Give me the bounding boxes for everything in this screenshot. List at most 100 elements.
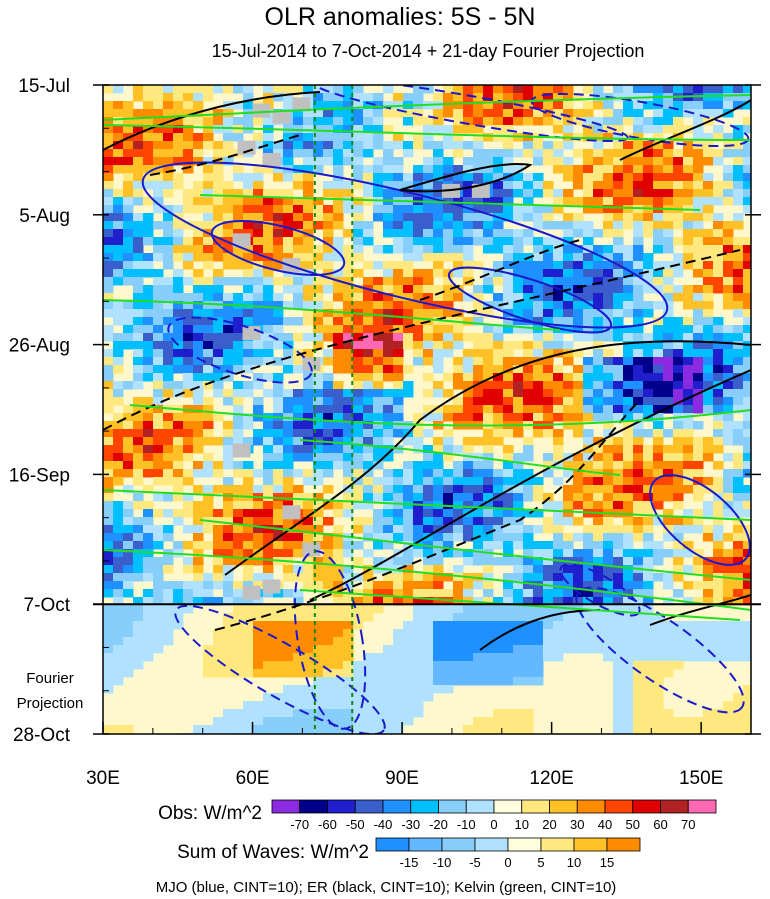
wave-cell	[373, 725, 384, 734]
wave-cell	[583, 645, 594, 654]
obs-cell	[593, 493, 604, 502]
obs-cell	[333, 197, 344, 206]
obs-cell	[263, 445, 274, 454]
obs-cell	[523, 381, 534, 390]
obs-cell	[253, 541, 264, 550]
obs-cell	[153, 101, 164, 110]
obs-cell	[633, 453, 644, 462]
obs-cell	[343, 429, 354, 438]
obs-cell	[613, 525, 624, 534]
obs-cell	[453, 581, 464, 590]
obs-cell	[693, 93, 704, 102]
obs-cell	[413, 325, 424, 334]
obs-cell	[443, 589, 454, 598]
obs-cell	[503, 85, 514, 94]
obs-cell	[363, 189, 374, 198]
obs-cell	[323, 253, 334, 262]
obs-cell	[153, 493, 164, 502]
obs-cell	[623, 373, 634, 382]
wave-cell	[313, 661, 324, 670]
obs-cell	[473, 173, 484, 182]
wave-cell	[323, 725, 334, 734]
obs-cell	[333, 245, 344, 254]
obs-cell	[583, 477, 594, 486]
obs-cell	[663, 533, 674, 542]
obs-cell	[253, 269, 264, 278]
obs-cell	[173, 389, 184, 398]
wave-cell	[603, 637, 614, 646]
obs-cell	[363, 125, 374, 134]
wave-cell	[273, 709, 284, 718]
obs-cell	[513, 501, 524, 510]
obs-cell	[553, 365, 564, 374]
obs-cell	[303, 229, 314, 238]
obs-cell	[533, 493, 544, 502]
obs-cell	[383, 157, 394, 166]
wave-cell	[363, 701, 374, 710]
wave-cell	[433, 669, 444, 678]
obs-cell	[613, 597, 624, 606]
wave-cell	[123, 621, 134, 630]
obs-cell	[253, 525, 264, 534]
obs-cell	[743, 93, 751, 102]
obs-cell	[743, 597, 751, 606]
obs-cell	[613, 309, 624, 318]
obs-cell	[533, 253, 544, 262]
wave-cell	[513, 725, 524, 734]
wave-cell	[483, 717, 494, 726]
obs-cell	[533, 413, 544, 422]
obs-cell	[543, 341, 554, 350]
obs-cell	[293, 589, 304, 598]
wave-cell	[503, 677, 514, 686]
obs-cell	[633, 517, 644, 526]
obs-cell	[523, 117, 534, 126]
obs-cell	[123, 149, 134, 158]
wave-cell	[303, 605, 314, 614]
wave-cell	[533, 661, 544, 670]
obs-cell	[663, 269, 674, 278]
obs-cell	[443, 109, 454, 118]
obs-cell	[683, 461, 694, 470]
obs-cell	[223, 85, 234, 94]
obs-cell	[363, 165, 374, 174]
obs-cell	[333, 413, 344, 422]
obs-cell	[203, 373, 214, 382]
obs-cell	[283, 197, 294, 206]
obs-cell	[283, 157, 294, 166]
obs-cell	[163, 253, 174, 262]
obs-cell	[123, 445, 134, 454]
er-contour	[149, 134, 301, 176]
obs-cell	[263, 117, 274, 126]
wave-cell	[673, 629, 684, 638]
obs-cell	[493, 93, 504, 102]
obs-cell	[483, 341, 494, 350]
wave-cell	[713, 629, 724, 638]
obs-cell	[713, 317, 724, 326]
obs-cell	[183, 197, 194, 206]
obs-cell	[183, 221, 194, 230]
obs-cell	[543, 557, 554, 566]
obs-cell	[283, 141, 294, 150]
wave-cell	[223, 629, 234, 638]
obs-cell	[723, 557, 734, 566]
wave-cell	[393, 709, 404, 718]
obs-cell	[383, 397, 394, 406]
obs-cell	[743, 525, 751, 534]
obs-cell	[673, 325, 684, 334]
obs-cell	[743, 165, 751, 174]
obs-cell	[483, 277, 494, 286]
wave-cell	[413, 605, 424, 614]
obs-cell	[633, 429, 644, 438]
wave-cell	[683, 637, 694, 646]
wave-cell	[213, 653, 224, 662]
obs-cell	[203, 285, 214, 294]
obs-cell	[203, 205, 214, 214]
wave-cell	[563, 613, 574, 622]
obs-cell	[713, 397, 724, 406]
wave-cell	[293, 605, 304, 614]
wave-cell	[363, 709, 374, 718]
obs-cell	[213, 581, 224, 590]
obs-colorbar: -70 -60 -50 -40 -30 -20 -10 0 10 20 30 40 50 60 70	[271, 799, 717, 832]
obs-cell	[663, 165, 674, 174]
wave-cell	[303, 661, 314, 670]
